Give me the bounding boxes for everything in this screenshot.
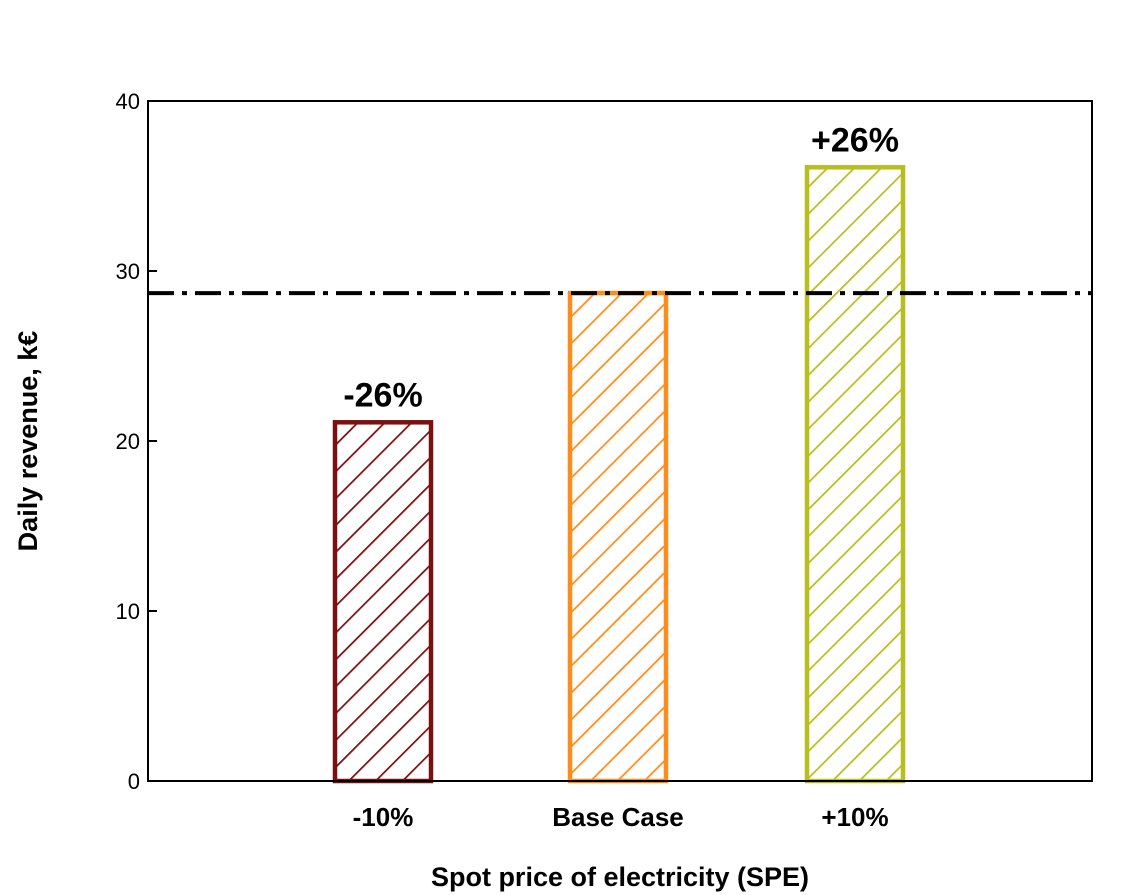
y-axis-title: Daily revenue, k€	[13, 331, 43, 552]
x-axis: -10% Base Case +10%	[353, 802, 889, 832]
y-tick-label: 30	[116, 259, 140, 284]
x-axis-title: Spot price of electricity (SPE)	[431, 862, 809, 892]
annotations: -26% +26%	[343, 121, 899, 414]
x-tick-label: -10%	[353, 802, 414, 832]
x-tick-label: +10%	[821, 802, 888, 832]
y-axis: 0 10 20 30 40	[116, 89, 157, 794]
bar-1	[332, 420, 434, 784]
bar-2	[567, 290, 669, 784]
y-tick-label: 40	[116, 89, 140, 114]
bar-annotation: -26%	[343, 376, 422, 414]
y-tick-label: 20	[116, 429, 140, 454]
x-tick-label: Base Case	[552, 802, 684, 832]
bar-3	[804, 165, 906, 784]
bar-annotation: +26%	[811, 121, 899, 159]
y-tick-label: 0	[128, 769, 140, 794]
y-tick-label: 10	[116, 599, 140, 624]
bars-layer	[332, 165, 906, 784]
